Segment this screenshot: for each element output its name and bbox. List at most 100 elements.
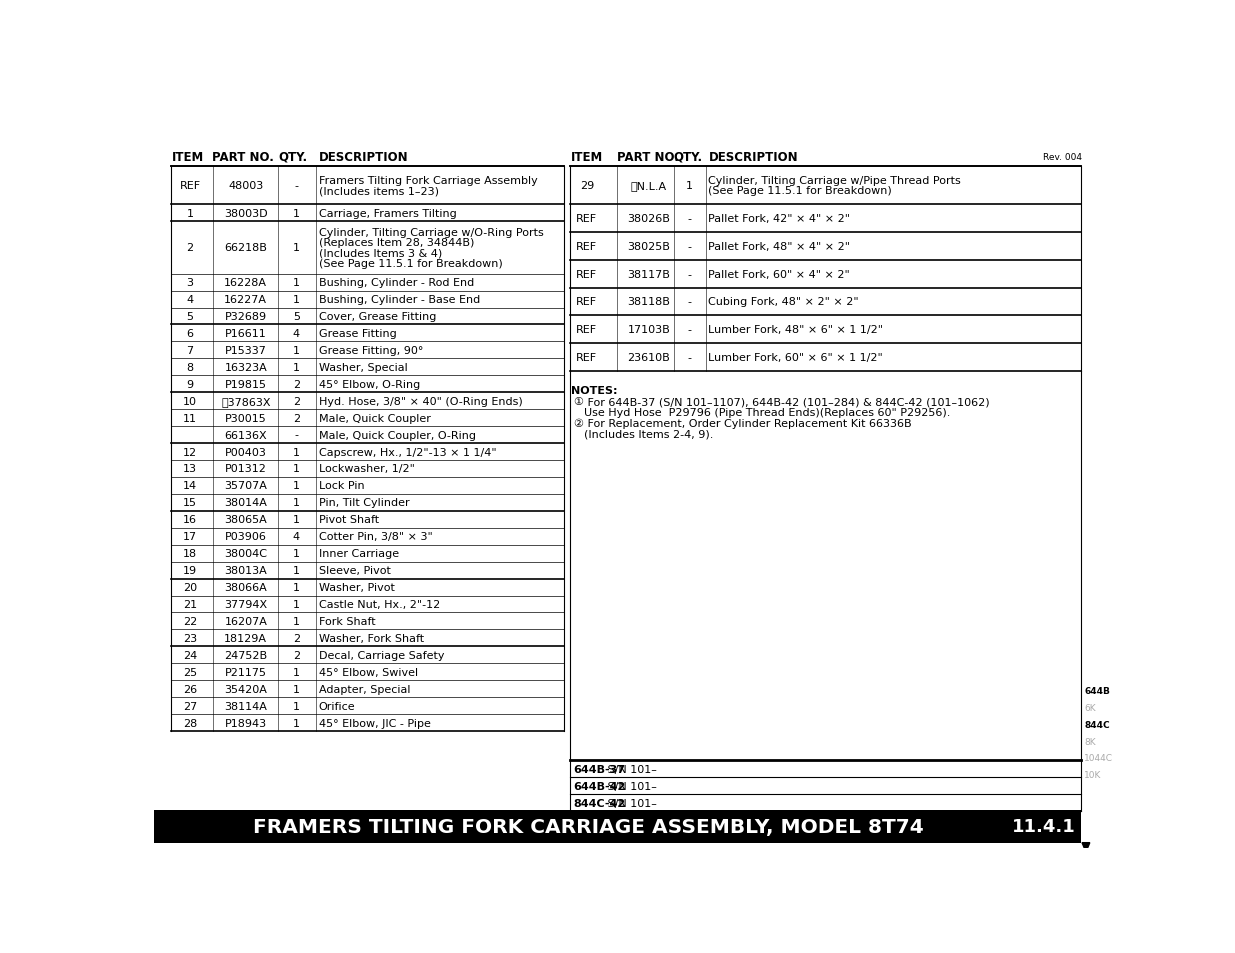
Text: 2: 2 [186,243,194,253]
Text: NOTES:: NOTES: [572,385,618,395]
Text: 1: 1 [293,294,300,305]
Text: REF: REF [577,242,598,252]
Text: For Replacement, Order Cylinder Replacement Kit 66336B: For Replacement, Order Cylinder Replacem… [584,418,913,428]
Text: P32689: P32689 [225,312,267,322]
Text: P30015: P30015 [225,414,267,423]
Text: 7: 7 [186,346,194,355]
Text: 8: 8 [186,362,194,373]
Text: 11.4.1: 11.4.1 [1013,818,1076,836]
Text: 38118B: 38118B [627,297,671,307]
Text: Rev. 004: Rev. 004 [1044,153,1082,162]
Text: 66136X: 66136X [225,430,267,440]
Text: P16611: P16611 [225,329,267,338]
Text: 1: 1 [293,209,300,218]
Text: 1: 1 [685,181,693,191]
Text: 45° Elbow, JIC - Pipe: 45° Elbow, JIC - Pipe [319,718,431,728]
Text: 1: 1 [293,599,300,609]
Text: 38013A: 38013A [225,565,267,576]
Text: 20: 20 [183,582,198,593]
Text: (Includes items 1–23): (Includes items 1–23) [319,186,438,196]
Text: 38066A: 38066A [225,582,267,593]
Text: 38004C: 38004C [225,549,267,558]
Text: P18943: P18943 [225,718,267,728]
Text: 29: 29 [579,181,594,191]
Text: 11: 11 [183,414,198,423]
Text: 2: 2 [293,650,300,660]
Text: Castle Nut, Hx., 2"-12: Castle Nut, Hx., 2"-12 [319,599,440,609]
Text: 35707A: 35707A [225,481,267,491]
Text: Washer, Pivot: Washer, Pivot [319,582,394,593]
Text: 6K: 6K [1084,703,1095,712]
Text: 35420A: 35420A [225,684,267,694]
Text: 5: 5 [293,312,300,322]
Text: -: - [687,270,692,279]
Text: QTY.: QTY. [673,151,703,164]
Text: Lumber Fork, 48" × 6" × 1 1/2": Lumber Fork, 48" × 6" × 1 1/2" [709,325,883,335]
Text: 1: 1 [293,481,300,491]
Text: Cubing Fork, 48" × 2" × 2": Cubing Fork, 48" × 2" × 2" [709,297,860,307]
Text: REF: REF [577,325,598,335]
Text: Bushing, Cylinder - Base End: Bushing, Cylinder - Base End [319,294,480,305]
Text: S/N 101–: S/N 101– [604,781,657,791]
Text: 13: 13 [183,464,198,474]
Text: Cover, Grease Fitting: Cover, Grease Fitting [319,312,436,322]
Text: Cylinder, Tilting Carriage w/O-Ring Ports: Cylinder, Tilting Carriage w/O-Ring Port… [319,228,543,237]
Bar [154,810,1081,842]
Text: P15337: P15337 [225,346,267,355]
Text: 16: 16 [183,515,198,525]
Text: Cotter Pin, 3/8" × 3": Cotter Pin, 3/8" × 3" [319,532,432,541]
Text: 24752B: 24752B [225,650,268,660]
Text: 66218B: 66218B [225,243,267,253]
Text: 1: 1 [293,362,300,373]
Text: 1: 1 [186,209,194,218]
Text: Sleeve, Pivot: Sleeve, Pivot [319,565,390,576]
Text: -: - [294,181,298,191]
Text: 45° Elbow, O-Ring: 45° Elbow, O-Ring [319,379,420,390]
Text: DESCRIPTION: DESCRIPTION [709,151,798,164]
Text: Capscrew, Hx., 1/2"-13 × 1 1/4": Capscrew, Hx., 1/2"-13 × 1 1/4" [319,447,496,457]
Text: 844C: 844C [1084,720,1110,729]
Text: 1: 1 [293,565,300,576]
Text: 1: 1 [293,667,300,677]
Text: 19: 19 [183,565,198,576]
Text: 5: 5 [186,312,194,322]
Text: -: - [294,430,298,440]
Text: 28: 28 [183,718,198,728]
Text: 844C-42: 844C-42 [573,798,625,808]
Text: Male, Quick Coupler, O-Ring: Male, Quick Coupler, O-Ring [319,430,475,440]
Text: Pin, Tilt Cylinder: Pin, Tilt Cylinder [319,497,409,508]
Text: 9: 9 [186,379,194,390]
Text: Lock Pin: Lock Pin [319,481,364,491]
Text: FRAMERS TILTING FORK CARRIAGE ASSEMBLY, MODEL 8T74: FRAMERS TILTING FORK CARRIAGE ASSEMBLY, … [253,817,924,836]
Text: 12: 12 [183,447,198,457]
Text: 644B: 644B [1084,686,1110,695]
Text: 23: 23 [183,633,198,643]
Text: ITEM: ITEM [172,151,204,164]
Text: 1: 1 [293,497,300,508]
Text: REF: REF [577,214,598,224]
Text: 4: 4 [293,532,300,541]
Text: 1: 1 [293,700,300,711]
Text: (See Page 11.5.1 for Breakdown): (See Page 11.5.1 for Breakdown) [709,186,892,196]
Text: 10K: 10K [1084,771,1102,780]
Text: 4: 4 [293,329,300,338]
Text: 1: 1 [293,278,300,288]
Text: REF: REF [179,181,200,191]
Text: Washer, Special: Washer, Special [319,362,408,373]
Text: 38025B: 38025B [627,242,671,252]
Text: 2: 2 [293,633,300,643]
Text: (Includes Items 3 & 4): (Includes Items 3 & 4) [319,249,442,258]
Text: 16228A: 16228A [225,278,267,288]
Text: 18: 18 [183,549,198,558]
Text: 8K: 8K [1084,737,1095,746]
Text: P19815: P19815 [225,379,267,390]
Text: ①: ① [573,396,584,407]
Text: Pallet Fork, 42" × 4" × 2": Pallet Fork, 42" × 4" × 2" [709,214,851,224]
Text: 1: 1 [293,718,300,728]
Text: 1: 1 [293,464,300,474]
Text: 38026B: 38026B [627,214,671,224]
Text: (Replaces Item 28, 34844B): (Replaces Item 28, 34844B) [319,238,474,248]
Text: 1: 1 [293,447,300,457]
Text: P03906: P03906 [225,532,267,541]
Text: 10: 10 [183,396,198,406]
